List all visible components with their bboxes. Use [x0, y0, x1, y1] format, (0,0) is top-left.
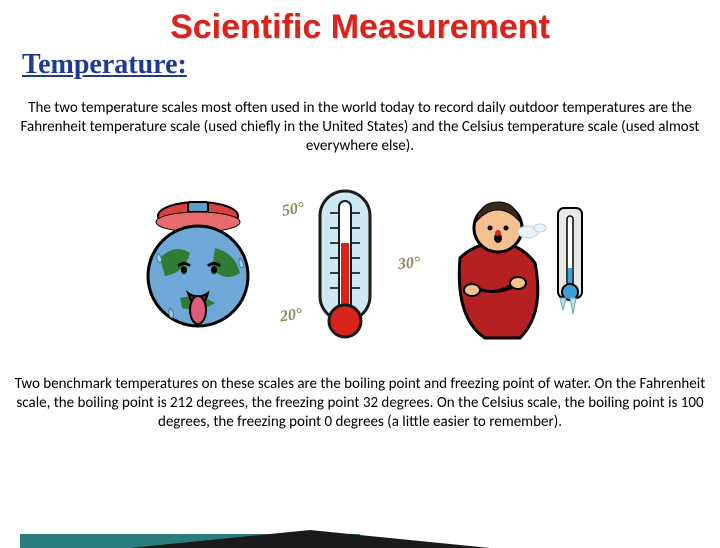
hot-earth-illustration [130, 198, 270, 338]
temp-label-low: 20° [279, 306, 304, 327]
cold-person-illustration [420, 188, 590, 348]
page-title: Scientific Measurement [0, 8, 720, 47]
benchmark-paragraph: Two benchmark temperatures on these scal… [14, 375, 706, 431]
thermometer-illustration: 50° 20° 30° [280, 183, 410, 353]
illustration-row: 50° 20° 30° [0, 173, 720, 363]
temp-label-mid: 30° [397, 254, 421, 274]
section-subtitle: Temperature: [22, 49, 720, 81]
footer-decoration [0, 530, 720, 548]
intro-paragraph: The two temperature scales most often us… [14, 99, 706, 155]
